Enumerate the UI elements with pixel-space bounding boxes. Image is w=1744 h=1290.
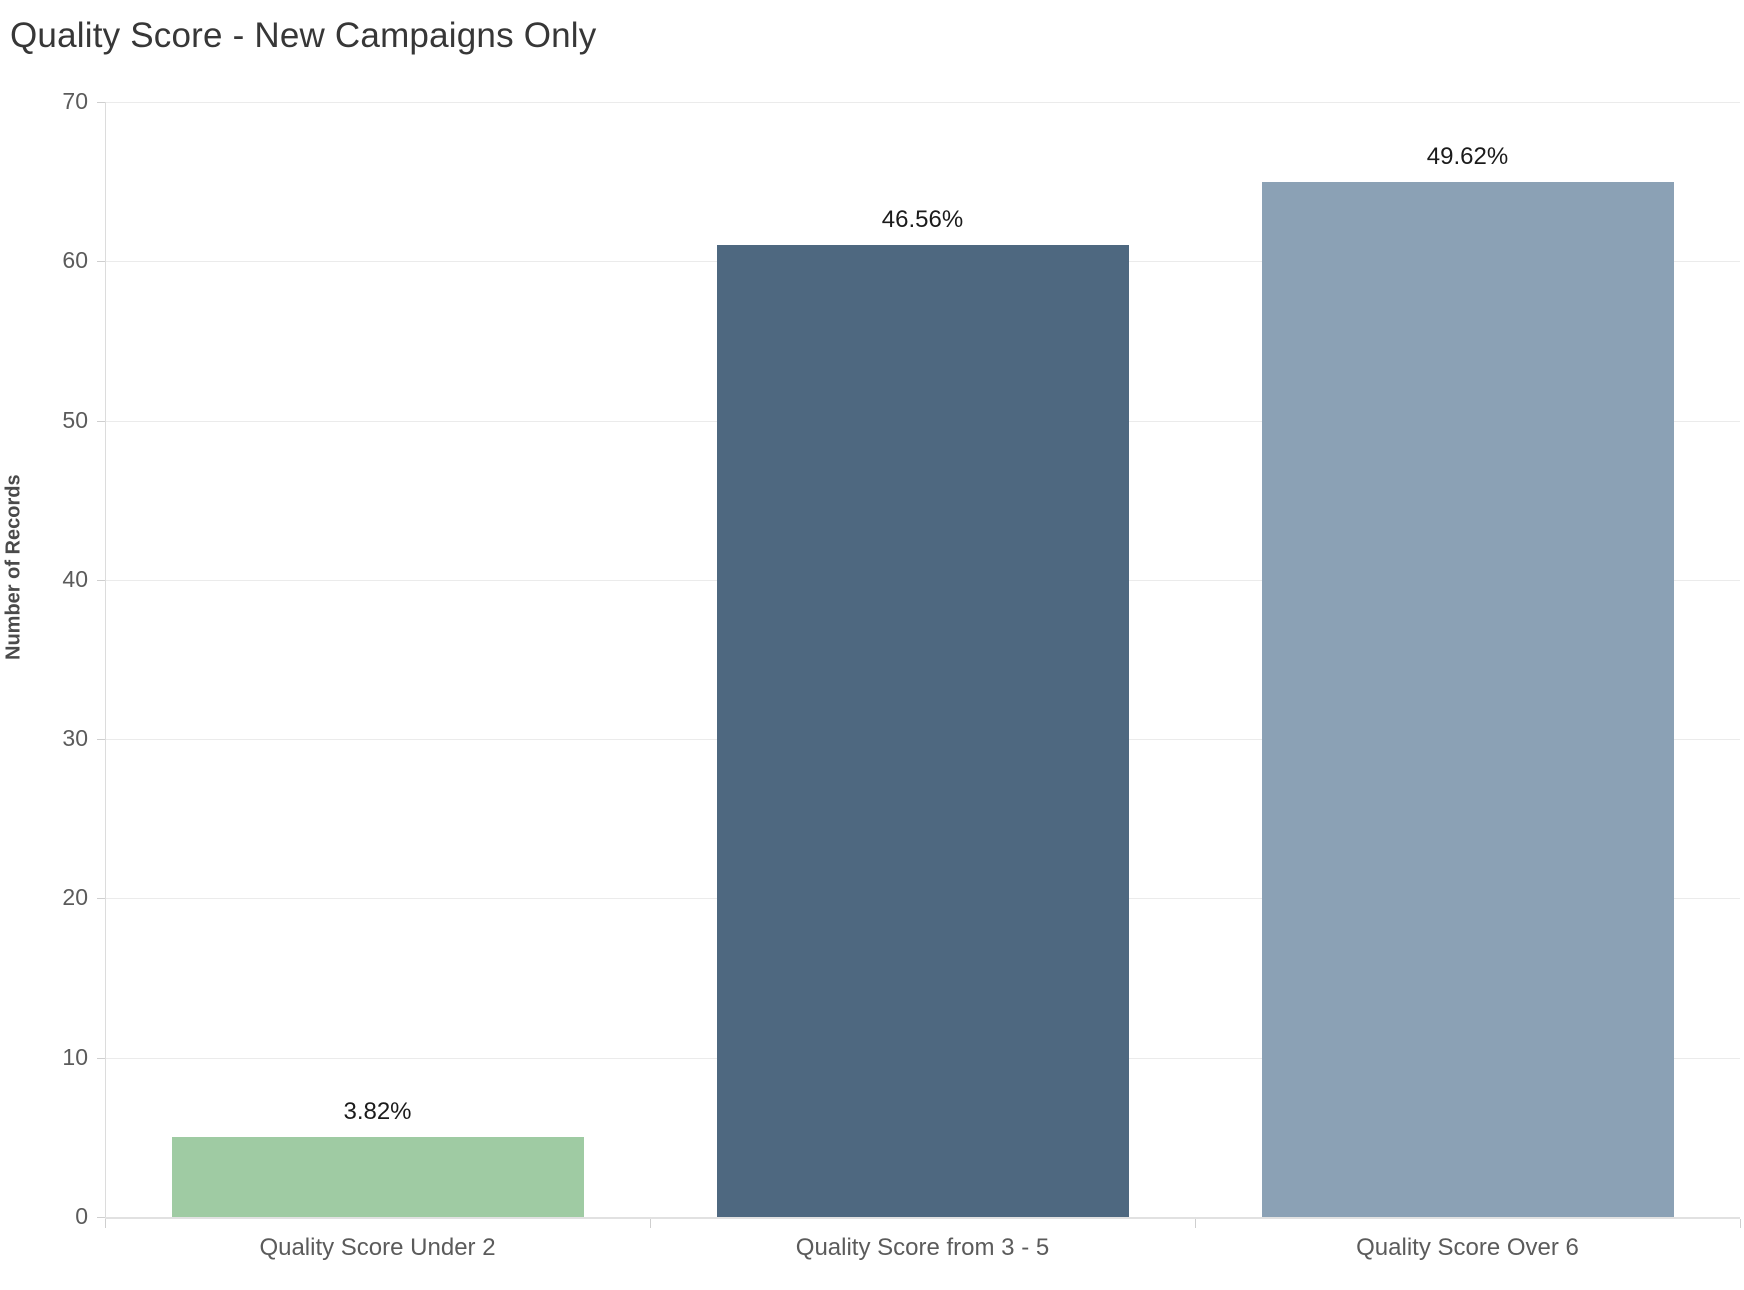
- bar-value-label: 46.56%: [881, 206, 964, 234]
- bar-quality-score-under-2[interactable]: [171, 1137, 584, 1217]
- x-category-label: Quality Score Over 6: [1356, 1234, 1579, 1261]
- bar-value-label: 49.62%: [1426, 142, 1509, 170]
- y-tick-mark: [97, 1057, 105, 1059]
- y-tick-mark: [97, 1217, 105, 1218]
- y-tick-mark: [97, 898, 105, 900]
- x-tick-mark: [1740, 1219, 1741, 1228]
- y-tick-label: 70: [62, 88, 88, 114]
- x-tick-mark: [1195, 1219, 1196, 1228]
- bar-quality-score-over-6[interactable]: [1261, 181, 1674, 1217]
- y-tick-mark: [97, 579, 105, 581]
- y-tick-mark: [97, 261, 105, 263]
- y-tick-label: 20: [62, 884, 88, 911]
- y-axis-title: Number of Records: [2, 474, 25, 660]
- y-tick-mark: [97, 102, 105, 103]
- y-tick-label: 30: [62, 725, 88, 752]
- y-tick-label: 60: [62, 247, 88, 274]
- x-category-label: Quality Score from 3 - 5: [795, 1234, 1050, 1261]
- y-axis-line: [105, 102, 106, 1217]
- x-axis-line: [105, 1217, 1740, 1219]
- chart-title: Quality Score - New Campaigns Only: [10, 16, 597, 55]
- gridline: [105, 102, 1740, 103]
- y-tick-label: 0: [75, 1203, 88, 1229]
- x-category-label: Quality Score Under 2: [259, 1234, 496, 1261]
- x-tick-mark: [105, 1219, 106, 1228]
- bar-value-label: 3.82%: [343, 1098, 412, 1126]
- y-tick-label: 50: [62, 406, 88, 433]
- x-tick-mark: [650, 1219, 651, 1228]
- y-tick-label: 10: [62, 1043, 88, 1070]
- y-tick-mark: [97, 739, 105, 741]
- y-tick-label: 40: [62, 565, 88, 592]
- bar-quality-score-from-3-5[interactable]: [716, 245, 1129, 1217]
- y-tick-mark: [97, 420, 105, 422]
